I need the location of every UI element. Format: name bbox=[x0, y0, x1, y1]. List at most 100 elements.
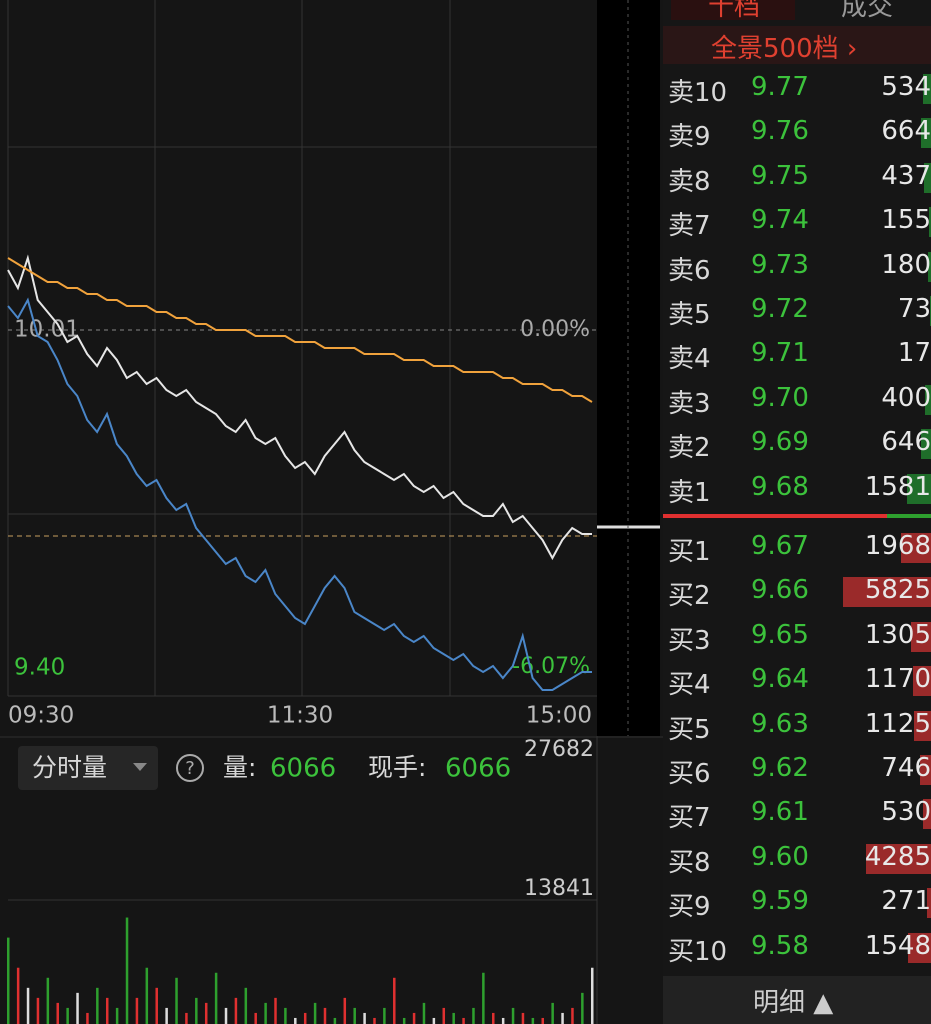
depth-bar bbox=[907, 473, 931, 504]
volume-bar bbox=[482, 972, 485, 1024]
level-qty: 271 bbox=[881, 886, 931, 917]
sell-row: 卖3 9.70 400 bbox=[663, 377, 931, 421]
sell-row: 卖5 9.72 73 bbox=[663, 288, 931, 332]
volume-bar bbox=[155, 987, 158, 1024]
detail-button[interactable]: 明细 ▲ bbox=[753, 988, 834, 1018]
volume-bar bbox=[254, 1012, 257, 1024]
sell-row: 卖8 9.75 437 bbox=[663, 155, 931, 199]
chart-area: 分时量 ? 量: 6066 现手: 6066 10.019.400.00%-6.… bbox=[0, 0, 663, 1024]
level-price: 9.68 bbox=[751, 471, 809, 502]
sell-row: 卖10 9.77 534 bbox=[663, 66, 931, 110]
volume-bar bbox=[571, 1007, 574, 1024]
sell-row: 卖7 9.74 155 bbox=[663, 199, 931, 243]
level-qty: 1548 bbox=[864, 930, 931, 961]
level-label: 买9 bbox=[668, 892, 711, 923]
level-label: 卖9 bbox=[668, 122, 711, 153]
depth-bar bbox=[928, 207, 931, 238]
volume-bar bbox=[383, 1007, 386, 1024]
volume-bar bbox=[393, 977, 396, 1024]
level-price: 9.61 bbox=[751, 797, 809, 828]
level-price: 9.72 bbox=[751, 294, 809, 324]
volume-bar bbox=[115, 1007, 119, 1024]
volume-value: 6066 bbox=[270, 754, 336, 784]
buy-row: 买2 9.66 5825 bbox=[663, 569, 931, 613]
y2-tick-label: 0.00% bbox=[520, 317, 590, 342]
hand-value: 6066 bbox=[445, 754, 511, 784]
buy-row: 买7 9.61 530 bbox=[663, 791, 931, 835]
depth-bar bbox=[924, 162, 931, 193]
volume-bar bbox=[214, 972, 218, 1024]
volume-bar bbox=[363, 1012, 366, 1024]
level-qty: 73 bbox=[897, 294, 931, 324]
level-price: 9.69 bbox=[751, 427, 809, 458]
level-label: 卖8 bbox=[668, 166, 711, 197]
volume-bar bbox=[531, 1017, 535, 1024]
level-label: 卖1 bbox=[668, 477, 711, 508]
sell-row: 卖2 9.69 646 bbox=[663, 421, 931, 465]
level-price: 9.63 bbox=[751, 708, 809, 739]
tab[interactable]: 成交 bbox=[841, 0, 894, 22]
level-qty: 1581 bbox=[864, 471, 931, 502]
volume-bar bbox=[432, 1017, 436, 1024]
volume-bar bbox=[343, 997, 347, 1024]
level-price: 9.58 bbox=[751, 930, 809, 961]
panorama-link[interactable]: 全景500档 › bbox=[711, 34, 858, 64]
volume-label: 量: bbox=[223, 753, 256, 782]
level-label: 买7 bbox=[668, 803, 711, 834]
buy-row: 买3 9.65 1305 bbox=[663, 614, 931, 658]
level-qty: 1305 bbox=[864, 619, 931, 650]
mode-button[interactable] bbox=[18, 746, 158, 790]
volume-bar bbox=[195, 997, 198, 1024]
depth-bar bbox=[919, 755, 931, 785]
volume-bar bbox=[402, 1017, 406, 1024]
volume-bar bbox=[581, 992, 584, 1024]
sell-row: 卖9 9.76 664 bbox=[663, 110, 931, 154]
level-label: 卖4 bbox=[668, 344, 711, 375]
buy-row: 买5 9.63 1125 bbox=[663, 703, 931, 747]
side-strip bbox=[597, 0, 660, 736]
volume-bar bbox=[234, 997, 238, 1024]
hand-label: 现手: bbox=[368, 753, 426, 782]
y-tick-label: 13841 bbox=[524, 876, 594, 901]
volume-bar bbox=[105, 997, 109, 1024]
buy-row: 买9 9.59 271 bbox=[663, 880, 931, 924]
volume-bar bbox=[56, 1002, 59, 1024]
volume-bar bbox=[412, 1012, 416, 1024]
sell-row: 卖1 9.68 1581 bbox=[663, 466, 931, 510]
level-qty: 5825 bbox=[864, 575, 931, 606]
level-price: 9.59 bbox=[751, 886, 809, 917]
volume-bar bbox=[224, 1007, 228, 1024]
level-price: 9.67 bbox=[751, 531, 809, 561]
level-qty: 17 bbox=[897, 338, 931, 369]
level-label: 卖10 bbox=[668, 78, 728, 108]
volume-bar bbox=[125, 917, 129, 1024]
tab[interactable]: 十档 bbox=[708, 0, 761, 22]
level-price: 9.60 bbox=[751, 841, 809, 872]
depth-bar bbox=[922, 74, 931, 104]
volume-bar bbox=[511, 1007, 515, 1024]
depth-bar bbox=[913, 666, 931, 697]
mode-label[interactable]: 分时量 bbox=[32, 753, 107, 782]
volume-bar bbox=[313, 1002, 317, 1024]
x-tick-label: 09:30 bbox=[8, 703, 74, 729]
level-price: 9.64 bbox=[751, 664, 809, 695]
volume-bar bbox=[521, 1012, 525, 1024]
volume-bar bbox=[561, 1012, 564, 1024]
level-qty: 664 bbox=[881, 116, 931, 147]
volume-bar bbox=[175, 977, 178, 1024]
dropdown-icon bbox=[133, 763, 147, 771]
level-label: 买10 bbox=[668, 936, 728, 967]
tab-bg bbox=[671, 0, 795, 20]
level-qty: 180 bbox=[881, 249, 931, 280]
volume-bar bbox=[303, 1012, 307, 1024]
help-icon[interactable] bbox=[176, 754, 204, 782]
x-tick-label: 11:30 bbox=[267, 703, 333, 729]
y-tick-label: 27682 bbox=[524, 737, 594, 762]
volume-bar bbox=[333, 1017, 337, 1024]
depth-bar bbox=[907, 932, 931, 963]
level-price: 9.66 bbox=[751, 575, 809, 606]
level-qty: 155 bbox=[881, 205, 931, 236]
volume-bar bbox=[76, 992, 79, 1024]
volume-bar bbox=[204, 1002, 208, 1024]
